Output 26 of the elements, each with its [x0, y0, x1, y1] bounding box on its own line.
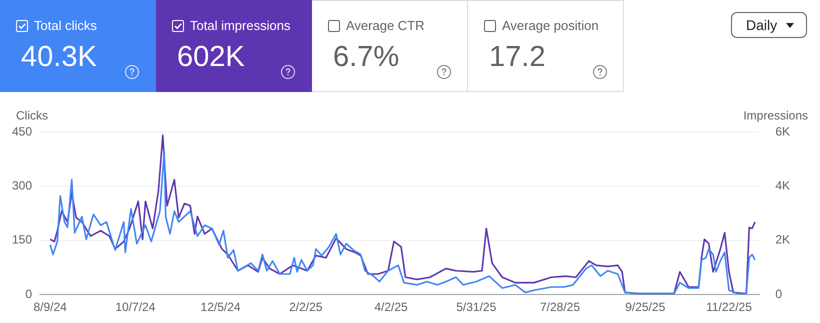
- x-tick-label: 12/5/24: [200, 300, 241, 314]
- legend-label: Total clicks: [34, 18, 97, 33]
- y2-tick-label: 4K: [775, 178, 790, 193]
- y-tick-label: 0: [25, 286, 32, 301]
- y2-tick-label: 6K: [775, 124, 790, 138]
- y2-axis-title: Impressions: [743, 108, 808, 122]
- x-tick-label: 8/9/24: [33, 300, 68, 314]
- y-tick-label: 300: [12, 178, 32, 193]
- text: Average position: [502, 18, 599, 33]
- x-tick-label: 9/25/25: [625, 300, 666, 314]
- x-tick-label: 2/2/25: [289, 300, 323, 314]
- y2-tick-label: 2K: [775, 232, 790, 247]
- x-tick-label: 7/28/25: [540, 300, 580, 314]
- y2-tick-label: 0: [775, 286, 782, 301]
- text: Average CTR: [346, 18, 425, 33]
- x-tick-label: 4/2/25: [374, 300, 408, 314]
- y-tick-label: 150: [12, 232, 32, 247]
- y-tick-label: 450: [12, 124, 32, 138]
- x-tick-label: 11/22/25: [706, 300, 752, 314]
- text: Daily: [746, 17, 778, 33]
- text: 6.7%: [333, 41, 400, 74]
- text: 40.3K: [21, 41, 97, 74]
- text: 17.2: [489, 41, 546, 74]
- x-tick-label: 5/31/25: [456, 300, 497, 314]
- y-axis-title: Clicks: [16, 108, 48, 122]
- x-tick-label: 10/7/24: [115, 300, 156, 314]
